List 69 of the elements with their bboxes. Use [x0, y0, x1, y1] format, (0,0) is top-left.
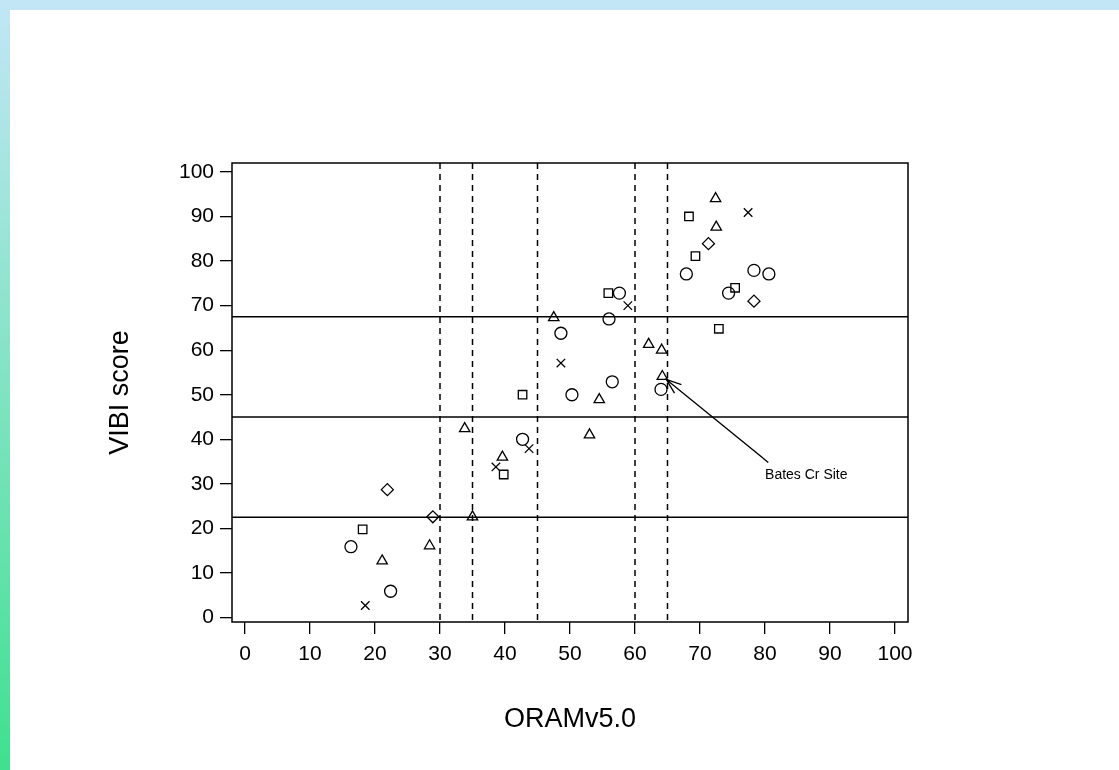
point: [690, 251, 701, 262]
y-tick-label: 80: [190, 247, 214, 271]
point: [344, 540, 358, 554]
x-axis-title: ORAMv5.0: [503, 703, 637, 734]
point: [743, 207, 753, 218]
point: [622, 300, 633, 311]
y-tick-label: 50: [190, 381, 214, 405]
point: [556, 358, 566, 368]
point: [565, 388, 579, 402]
point: [583, 428, 596, 439]
point: [491, 462, 501, 472]
y-tick-label: 100: [178, 158, 214, 182]
x-tick-label: 80: [753, 641, 777, 665]
y-tick-label: 10: [190, 559, 214, 583]
x-tick-label: 100: [877, 641, 913, 665]
point: [655, 343, 668, 354]
point: [730, 282, 740, 293]
point: [701, 237, 716, 251]
point: [376, 554, 388, 565]
point: [426, 510, 440, 524]
point: [642, 337, 655, 349]
x-tick-label: 50: [558, 641, 582, 665]
y-tick-label: 70: [190, 292, 214, 316]
point: [656, 369, 669, 381]
y-tick-label: 40: [190, 426, 214, 450]
point: [684, 211, 694, 222]
x-tick-label: 20: [363, 641, 387, 665]
point: [524, 443, 534, 454]
x-tick-label: 10: [298, 641, 322, 665]
point: [612, 286, 627, 300]
y-axis-title: VIBI score: [103, 330, 134, 455]
point: [679, 267, 693, 281]
annotation: Bates Cr Site: [765, 466, 848, 483]
y-tick-label: 30: [190, 470, 214, 494]
point: [603, 288, 614, 299]
point: [554, 326, 568, 340]
point: [496, 450, 509, 461]
point: [605, 375, 619, 389]
point: [654, 382, 668, 397]
x-tick-label: 40: [493, 641, 517, 665]
point: [593, 392, 606, 404]
point: [547, 310, 560, 322]
point: [602, 312, 616, 326]
point: [383, 584, 398, 598]
point: [721, 286, 736, 300]
y-tick-label: 90: [190, 203, 214, 227]
y-tick-label: 60: [190, 336, 214, 360]
x-tick-label: 70: [688, 641, 712, 665]
point: [517, 389, 528, 400]
point: [713, 323, 724, 334]
point: [515, 432, 530, 446]
x-tick-label: 0: [239, 641, 251, 665]
point: [357, 524, 368, 535]
x-tick-label: 60: [623, 641, 647, 665]
point: [380, 483, 394, 497]
point: [466, 510, 479, 521]
x-tick-label: 90: [818, 641, 842, 665]
point: [747, 294, 761, 308]
y-tick-label: 20: [190, 515, 214, 539]
point: [498, 469, 509, 480]
point: [423, 539, 436, 550]
x-tick-label: 30: [428, 641, 452, 665]
point: [458, 421, 471, 433]
point: [747, 263, 761, 278]
point: [709, 192, 722, 203]
point: [762, 267, 776, 281]
y-tick-label: 0: [202, 604, 214, 628]
point: [360, 600, 371, 611]
point: [710, 220, 723, 231]
